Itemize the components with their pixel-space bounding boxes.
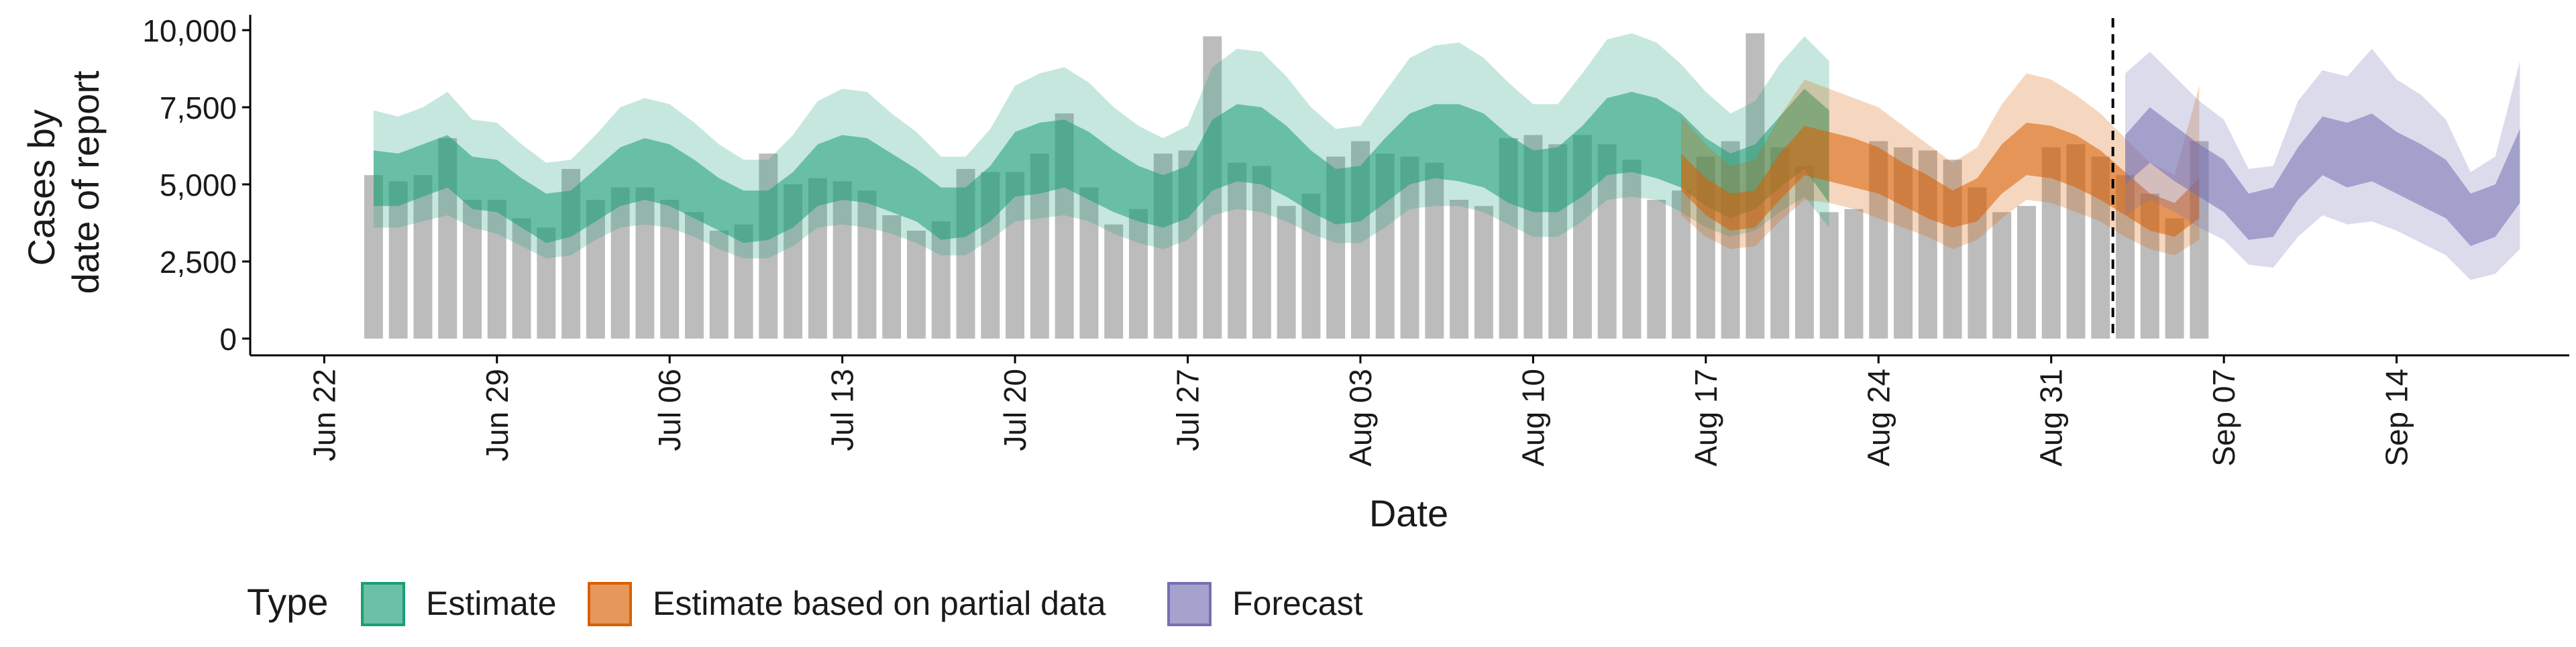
case-bar [709,231,729,339]
case-bar [906,231,926,339]
case-bar [759,154,778,339]
case-bar [1425,162,1444,339]
x-tick-label: Aug 03 [1343,369,1378,467]
case-bar [2165,218,2184,339]
estimate-based-on-partial-data-outer-band [1681,73,2200,255]
case-bar [413,175,433,339]
estimate-inner-band [373,89,1829,243]
case-bar [463,200,482,339]
x-tick-label: Jul 13 [825,369,860,451]
case-bar [931,221,951,339]
x-tick-label: Sep 07 [2206,369,2241,467]
case-bar [660,200,680,339]
case-bar [1474,206,1493,339]
legend-swatch [588,582,632,626]
y-axis-title-line-2: date of report [64,70,107,294]
case-bar [1277,206,1296,339]
case-bar [833,181,852,339]
legend-title: Type [247,581,328,623]
y-axis-title-line-1: Cases by [20,109,62,266]
legend-label: Estimate based on partial data [653,585,1106,622]
x-tick-label: Jul 27 [1171,369,1205,451]
case-bar [1647,200,1666,339]
legend-swatch [1167,582,1212,626]
case-bar [2017,206,2036,339]
x-tick-label: Jul 20 [998,369,1032,451]
case-bar [388,181,408,339]
case-bar [635,187,655,339]
y-ticks: 0 2,500 5,000 7,500 10,000 [142,13,250,357]
legend: Type Estimate Estimate based on partial d… [247,581,1363,626]
x-tick-label: Aug 10 [1515,369,1550,467]
case-bar [1794,166,1814,339]
x-tick-label: Jul 06 [652,369,687,451]
x-tick-label: Jun 22 [307,369,341,461]
case-bar [734,224,753,339]
case-bar [1228,162,1247,339]
x-tick-label: Aug 17 [1688,369,1723,467]
y-tick-label: 0 [219,322,237,357]
case-bar [1079,187,1099,339]
y-axis-title: Cases by date of report [20,70,107,294]
x-tick-label: Aug 31 [2034,369,2069,467]
y-tick-label: 7,500 [160,91,237,125]
y-tick-label: 2,500 [160,245,237,280]
case-bar [1622,160,1642,339]
case-bar [537,227,556,339]
case-bar [1252,166,1271,339]
y-tick-label: 10,000 [142,13,237,48]
case-bar [1104,224,1124,339]
case-bar [1128,209,1148,339]
case-bar [685,212,704,339]
case-bar [1992,212,2012,339]
case-bar [512,218,531,339]
legend-items: Estimate Estimate based on partial data Fo… [361,582,1363,626]
case-bar [487,200,506,339]
case-bar [1301,193,1321,339]
x-tick-label: Sep 14 [2379,369,2414,467]
case-bar [1450,200,1469,339]
x-axis-title: Date [1369,492,1448,534]
case-bar [1819,212,1839,339]
bands-layer [373,33,2520,280]
y-tick-label: 5,000 [160,168,237,202]
legend-swatch [361,582,405,626]
legend-label: Estimate [426,585,557,622]
estimate-based-on-partial-data-inner-band [1681,123,2200,237]
case-bar [882,215,902,339]
case-bar [1844,209,1864,339]
case-bar [1672,190,1691,339]
legend-label: Forecast [1232,585,1363,622]
case-bar [610,187,630,339]
forecast-inner-band [2125,107,2520,246]
x-tick-label: Aug 24 [1861,369,1896,467]
x-tick-label: Jun 29 [480,369,515,461]
x-ticks: Jun 22 Jun 29 Jul 06 Jul 13 Jul 20 Jul 27 Aug … [307,355,2414,467]
case-bar [857,190,877,339]
